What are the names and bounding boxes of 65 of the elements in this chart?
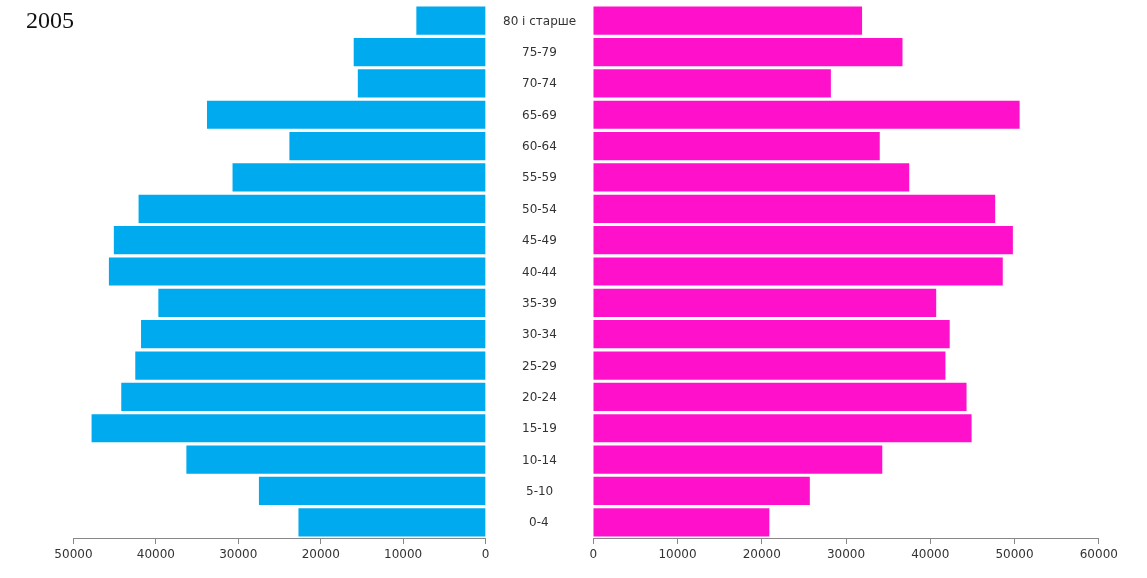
bar <box>593 37 903 67</box>
bar <box>593 69 831 98</box>
x-tick-label: 50000 <box>54 547 93 562</box>
y-tick-label: 20-24 <box>522 390 557 404</box>
bar <box>353 37 486 67</box>
bar <box>121 382 486 412</box>
x-tick-label: 60000 <box>1079 547 1118 562</box>
bar <box>593 445 883 474</box>
y-tick-label: 40-44 <box>522 265 557 279</box>
y-tick-label: 35-39 <box>522 296 557 310</box>
y-tick-label: 50-54 <box>522 202 557 216</box>
bar <box>91 414 486 443</box>
bar <box>593 320 950 349</box>
y-tick-label: 70-74 <box>522 76 557 90</box>
bar <box>593 6 863 35</box>
y-tick-label: 30-34 <box>522 327 557 341</box>
bar <box>113 226 486 255</box>
bar <box>593 257 1003 286</box>
bar <box>593 508 770 537</box>
y-tick-label: 10-14 <box>522 453 557 467</box>
bar <box>141 320 486 349</box>
x-tick-label: 20000 <box>742 547 781 562</box>
bar <box>593 476 810 506</box>
bar <box>232 163 486 192</box>
bar <box>593 226 1013 255</box>
bar <box>289 131 486 161</box>
bar <box>357 69 486 98</box>
bar <box>108 257 486 286</box>
x-tick-label: 0 <box>481 547 490 562</box>
bar <box>135 351 486 380</box>
bar <box>593 414 972 443</box>
x-tick-label: 50000 <box>995 547 1034 562</box>
bar <box>593 351 946 380</box>
y-tick-label: 65-69 <box>522 108 557 122</box>
x-tick-label: 0 <box>589 547 598 562</box>
y-tick-label: 55-59 <box>522 170 557 184</box>
x-tick-label: 40000 <box>136 547 175 562</box>
bar <box>298 508 486 537</box>
y-tick-label: 75-79 <box>522 45 557 59</box>
bar <box>593 131 880 161</box>
bar <box>593 194 996 223</box>
bar <box>593 100 1020 129</box>
bar <box>416 6 486 35</box>
bar <box>593 163 910 192</box>
x-tick-label: 30000 <box>219 547 258 562</box>
y-tick-label: 80 і старше <box>503 14 577 28</box>
y-tick-label: 0-4 <box>529 515 549 529</box>
y-tick-label: 15-19 <box>522 421 557 435</box>
x-tick-label: 10000 <box>658 547 697 562</box>
bar <box>186 445 486 474</box>
bar <box>258 476 486 506</box>
x-tick-label: 40000 <box>911 547 950 562</box>
x-tick-label: 30000 <box>826 547 866 562</box>
y-tick-label: 60-64 <box>522 139 557 153</box>
bar <box>593 382 967 412</box>
bar <box>206 100 486 129</box>
y-tick-label: 25-29 <box>522 359 557 373</box>
chart-title: 2005 <box>26 7 74 33</box>
y-tick-label: 45-49 <box>522 233 557 247</box>
x-tick-label: 10000 <box>384 547 423 562</box>
bar <box>158 288 486 317</box>
x-tick-label: 20000 <box>301 547 340 562</box>
bar <box>138 194 486 223</box>
bar <box>593 288 937 317</box>
y-tick-label: 5-10 <box>526 484 554 498</box>
